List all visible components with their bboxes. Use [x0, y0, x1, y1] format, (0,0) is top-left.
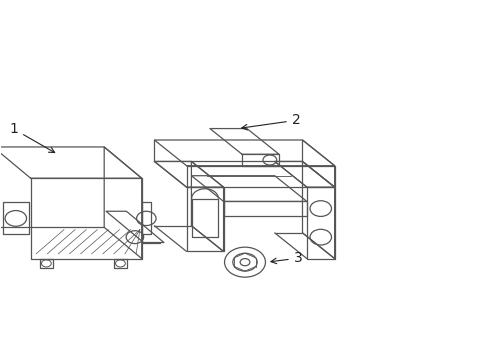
- Text: 2: 2: [242, 113, 300, 130]
- Text: 3: 3: [271, 251, 302, 265]
- Text: 1: 1: [9, 122, 55, 153]
